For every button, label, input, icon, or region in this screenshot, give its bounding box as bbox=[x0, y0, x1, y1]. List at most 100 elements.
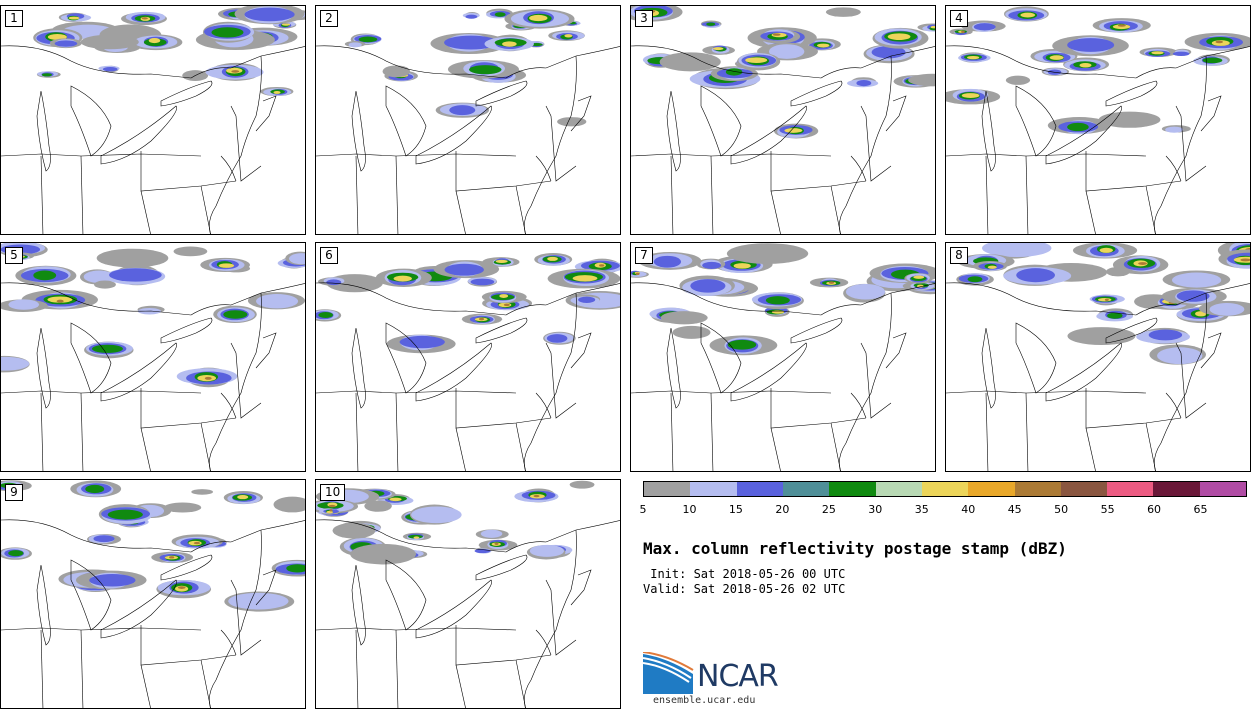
map-boundary bbox=[1105, 80, 1158, 107]
reflectivity-echo bbox=[47, 296, 73, 303]
reflectivity-map bbox=[631, 243, 935, 471]
map-boundary bbox=[140, 388, 237, 429]
reflectivity-echo bbox=[141, 17, 148, 20]
reflectivity-echo bbox=[328, 504, 336, 508]
init-time: Init: Sat 2018-05-26 00 UTC bbox=[643, 567, 846, 581]
reflectivity-echo bbox=[1151, 51, 1164, 55]
map-boundary bbox=[220, 629, 237, 656]
reflectivity-echo bbox=[529, 544, 565, 557]
map-boundary bbox=[1, 519, 305, 553]
reflectivity-echo bbox=[871, 46, 906, 59]
map-boundary bbox=[670, 392, 674, 471]
reflectivity-echo bbox=[273, 496, 305, 513]
map-boundary bbox=[1154, 55, 1207, 234]
colorbar-segment bbox=[921, 482, 969, 496]
reflectivity-echo bbox=[1105, 266, 1130, 277]
reflectivity-echo bbox=[727, 339, 757, 350]
reflectivity-echo bbox=[231, 70, 240, 73]
colorbar-tick-label: 30 bbox=[868, 503, 883, 516]
map-boundary bbox=[1085, 427, 1096, 471]
reflectivity-echo bbox=[413, 536, 420, 539]
reflectivity-echo bbox=[569, 480, 595, 489]
map-boundary bbox=[1165, 392, 1182, 419]
map-boundary bbox=[1200, 95, 1222, 132]
member-number-label: 6 bbox=[320, 247, 338, 264]
colorbar-segment bbox=[1060, 482, 1108, 496]
map-boundary bbox=[475, 317, 528, 344]
reflectivity-echo bbox=[659, 52, 721, 72]
map-boundary bbox=[235, 352, 262, 419]
reflectivity-echo bbox=[706, 22, 716, 26]
reflectivity-echo bbox=[8, 299, 40, 310]
reflectivity-echo bbox=[289, 253, 305, 265]
member-number-label: 8 bbox=[950, 247, 968, 264]
map-boundary bbox=[850, 392, 867, 419]
map-boundary bbox=[1180, 352, 1207, 419]
reflectivity-echo bbox=[332, 522, 376, 539]
map-boundary bbox=[550, 589, 577, 656]
reflectivity-echo bbox=[1098, 111, 1161, 128]
reflectivity-echo bbox=[578, 296, 596, 303]
colorbar-tick-label: 45 bbox=[1007, 503, 1022, 516]
map-boundary bbox=[230, 342, 237, 354]
reflectivity-echo bbox=[653, 255, 682, 268]
reflectivity-echo bbox=[495, 259, 508, 263]
reflectivity-echo bbox=[1067, 122, 1089, 132]
map-boundary bbox=[235, 115, 262, 182]
map-boundary bbox=[839, 292, 892, 471]
reflectivity-echo bbox=[1148, 329, 1183, 341]
reflectivity-echo bbox=[348, 42, 362, 48]
map-boundary bbox=[355, 155, 359, 234]
map-boundary bbox=[1105, 317, 1158, 344]
reflectivity-echo bbox=[480, 529, 503, 538]
reflectivity-echo bbox=[318, 312, 333, 318]
reflectivity-echo bbox=[635, 272, 640, 276]
ensemble-member-map-panel: 10 bbox=[315, 479, 621, 709]
map-boundary bbox=[160, 554, 213, 581]
map-boundary bbox=[160, 80, 213, 107]
reflectivity-echo bbox=[479, 317, 485, 321]
map-boundary bbox=[666, 90, 681, 172]
map-boundary bbox=[710, 155, 714, 234]
reflectivity-echo bbox=[204, 376, 212, 380]
reflectivity-echo bbox=[1, 356, 30, 371]
colorbar-segment bbox=[1199, 482, 1247, 496]
reflectivity-echo bbox=[712, 47, 724, 51]
colorbar-tick-label: 15 bbox=[728, 503, 743, 516]
reflectivity-echo bbox=[244, 7, 295, 22]
reflectivity-echo bbox=[529, 14, 548, 22]
ncar-logo-text: NCAR bbox=[697, 659, 779, 694]
map-boundary bbox=[100, 579, 177, 639]
reflectivity-echo bbox=[1098, 297, 1112, 302]
reflectivity-echo bbox=[350, 543, 417, 565]
reflectivity-echo bbox=[382, 65, 411, 78]
map-boundary bbox=[415, 342, 492, 402]
reflectivity-echo bbox=[469, 65, 502, 75]
map-boundary bbox=[385, 559, 427, 631]
map-boundary bbox=[850, 155, 867, 182]
reflectivity-echo bbox=[967, 276, 983, 283]
reflectivity-echo bbox=[93, 535, 115, 543]
map-boundary bbox=[790, 317, 843, 344]
map-boundary bbox=[395, 629, 399, 708]
reflectivity-echo bbox=[1165, 126, 1184, 133]
colorbar-tick-label: 20 bbox=[775, 503, 790, 516]
reflectivity-echo bbox=[326, 510, 333, 514]
colorbar-tick-label: 10 bbox=[682, 503, 697, 516]
map-boundary bbox=[524, 55, 577, 234]
reflectivity-echo bbox=[273, 91, 281, 94]
map-boundary bbox=[220, 392, 237, 419]
reflectivity-echo bbox=[765, 296, 790, 305]
reflectivity-echo bbox=[223, 310, 248, 319]
reflectivity-echo bbox=[411, 506, 462, 524]
map-boundary bbox=[1, 45, 305, 79]
map-boundary bbox=[666, 327, 681, 409]
reflectivity-echo bbox=[499, 294, 509, 298]
colorbar-segment bbox=[782, 482, 830, 496]
map-boundary bbox=[70, 559, 112, 631]
map-boundary bbox=[36, 327, 51, 409]
map-boundary bbox=[981, 90, 996, 172]
reflectivity-echo bbox=[1107, 312, 1123, 319]
reflectivity-echo bbox=[326, 279, 342, 286]
map-boundary bbox=[550, 115, 577, 182]
